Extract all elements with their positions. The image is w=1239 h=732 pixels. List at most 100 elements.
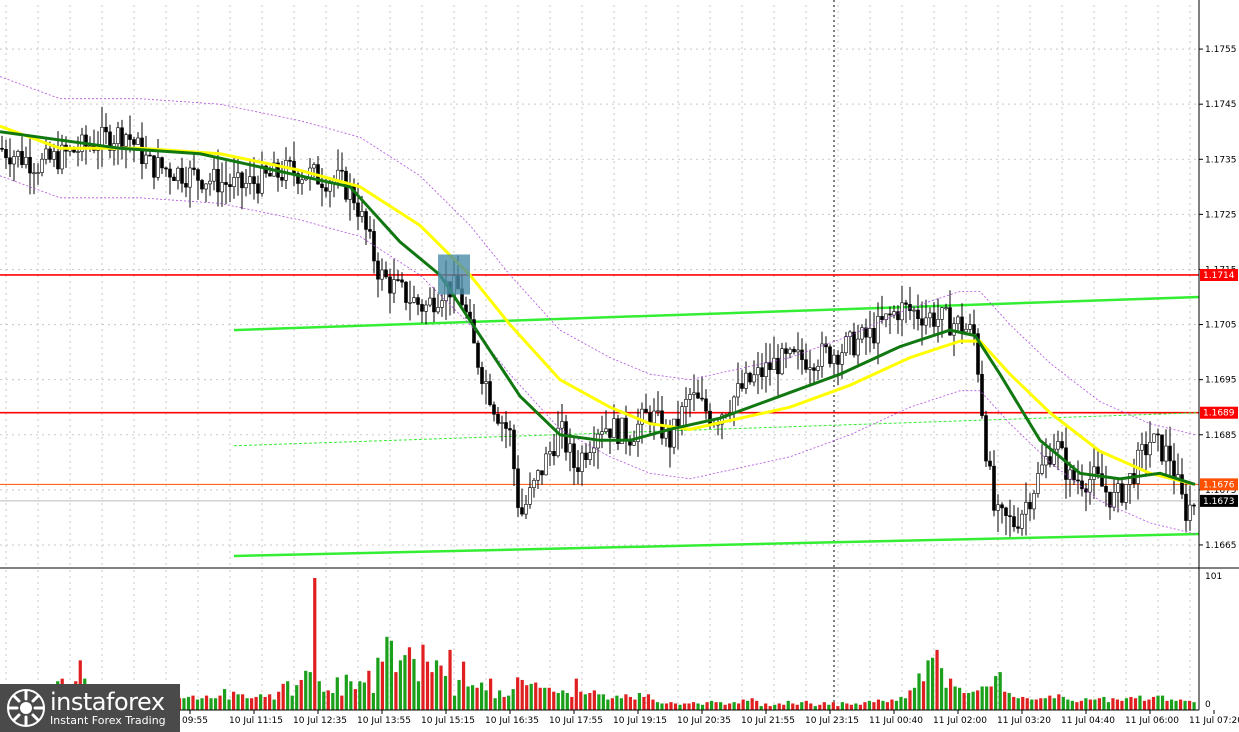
volume-bar [723, 704, 727, 710]
volume-bar [642, 696, 646, 710]
candle-body [804, 359, 808, 370]
price-tag-bg [1200, 406, 1238, 419]
candle-body [880, 316, 884, 320]
candle-body [932, 312, 936, 327]
candle-body [368, 229, 372, 232]
candle-body [44, 148, 48, 160]
volume-bar [304, 670, 308, 710]
volume-bar [876, 699, 881, 710]
volume-bar [719, 702, 723, 710]
volume-bar [511, 689, 515, 710]
volume-bar [480, 682, 484, 710]
candle-body [768, 362, 772, 370]
volume-bar [452, 695, 457, 710]
volume-bar [985, 686, 989, 710]
volume-bar [1079, 700, 1083, 710]
candle-body [428, 297, 432, 306]
volume-bar [1075, 702, 1079, 710]
volume-bar [800, 702, 804, 710]
candle-body [896, 311, 900, 321]
candle-body [232, 177, 236, 187]
volume-bar [507, 695, 511, 710]
candle-body [296, 173, 300, 184]
volume-bar [912, 687, 917, 710]
candle-body [532, 479, 536, 488]
candle-body [888, 313, 892, 316]
candle-body [432, 297, 436, 313]
time-tick-label: 10 Jul 20:35 [677, 716, 731, 726]
candle-body [500, 422, 504, 424]
volume-bar [921, 681, 926, 710]
volume-bar [597, 694, 601, 710]
candle-body [1068, 469, 1072, 480]
volume-bar [601, 694, 605, 710]
candle-body [796, 349, 800, 353]
candle-body [780, 348, 784, 375]
candlesticks [0, 106, 1196, 537]
volume-bar [809, 703, 813, 710]
volume-bar [200, 698, 204, 710]
volume-bar [732, 702, 736, 710]
candle-body [848, 331, 852, 337]
candle-body [1148, 441, 1152, 456]
volume-bar [367, 670, 371, 710]
volume-bar [335, 677, 339, 710]
volume-bar [691, 702, 696, 710]
volume-bar [186, 696, 191, 710]
candle-body [8, 157, 12, 165]
volume-bar [308, 672, 312, 710]
volume-bar [1097, 698, 1102, 710]
candle-body [312, 164, 316, 169]
volume-bar [768, 706, 772, 710]
candle-body [536, 470, 540, 481]
volume-bar [867, 700, 872, 710]
volume-bar [1187, 700, 1192, 710]
volume-bar [664, 703, 669, 710]
candle-body [812, 367, 816, 371]
volume-bar [556, 693, 560, 710]
volume-bar [543, 687, 547, 710]
candle-body [1116, 483, 1120, 493]
channel-line [233, 412, 1200, 447]
candle-body [732, 396, 736, 414]
candle-body [920, 318, 924, 326]
volume-bar [371, 693, 375, 710]
candle-body [556, 427, 560, 457]
volume-bar [394, 672, 398, 710]
candle-body [988, 460, 992, 467]
volume-bar [1066, 699, 1070, 710]
volume-bar [782, 704, 786, 710]
volume-bar [583, 694, 587, 710]
candle-body [400, 279, 404, 283]
candle-body [868, 328, 872, 338]
candle-body [4, 149, 8, 159]
volume-bar [195, 699, 200, 710]
volume-bar [1138, 695, 1142, 710]
time-tick-label: 11 Jul 02:00 [933, 716, 987, 726]
volume-bar [489, 678, 493, 710]
moving-averages [0, 76, 1196, 535]
volume-min-label: 0 [1205, 700, 1211, 710]
volume-bar [1174, 700, 1178, 710]
volume-bar [854, 703, 858, 710]
volume-bar [746, 700, 750, 710]
time-tick-label: 10 Jul 13:55 [357, 716, 411, 726]
volume-bar [948, 678, 953, 710]
candle-body [692, 392, 696, 395]
candle-body [1124, 484, 1128, 503]
volume-bar [362, 682, 366, 710]
candle-body [176, 167, 180, 181]
axes [0, 0, 1239, 711]
volume-bar [182, 698, 186, 710]
candle-body [820, 343, 824, 367]
volume-bar [840, 702, 844, 710]
volume-bar [728, 703, 732, 710]
volume-bar [813, 706, 817, 710]
time-tick-label: 10 Jul 15:15 [421, 716, 475, 726]
volume-bar [1003, 691, 1007, 710]
volume-bar [1030, 699, 1034, 710]
volume-bar [894, 700, 899, 710]
candle-body [672, 418, 676, 448]
candle-body [204, 183, 208, 190]
candle-body [84, 134, 88, 147]
